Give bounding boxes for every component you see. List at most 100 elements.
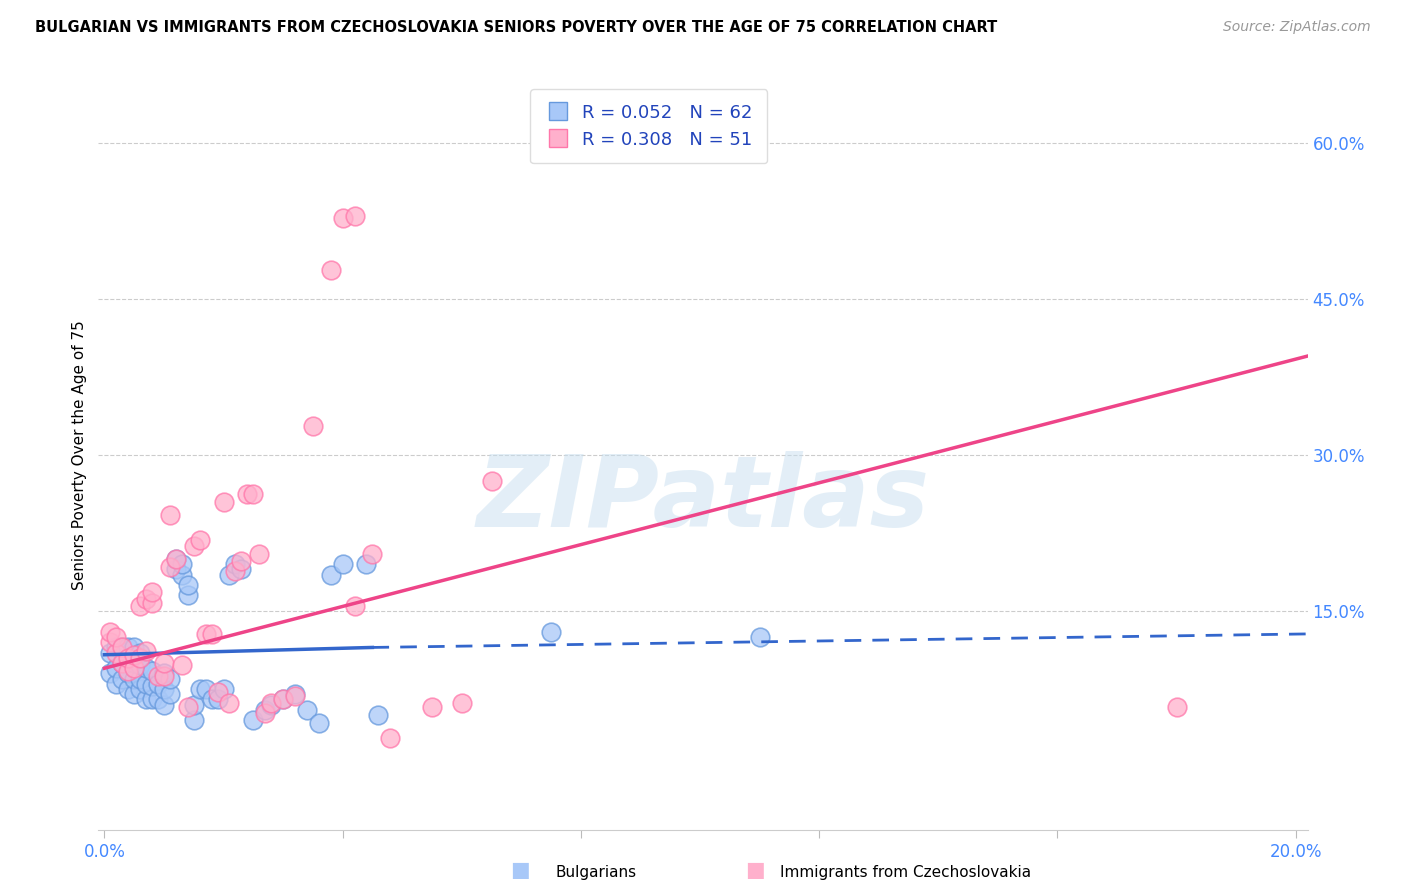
Point <box>170 557 193 572</box>
Point <box>212 494 235 508</box>
Point <box>343 599 366 613</box>
Point <box>1166 699 1188 714</box>
Point <box>159 560 181 574</box>
Point <box>540 624 562 639</box>
Text: BULGARIAN VS IMMIGRANTS FROM CZECHOSLOVAKIA SENIORS POVERTY OVER THE AGE OF 75 C: BULGARIAN VS IMMIGRANTS FROM CZECHOSLOVA… <box>35 20 997 35</box>
Point <box>170 567 193 582</box>
Point <box>159 672 181 686</box>
Point <box>122 656 145 670</box>
Point <box>284 687 307 701</box>
Point <box>129 599 152 613</box>
Point <box>200 627 222 641</box>
Point <box>170 658 193 673</box>
Legend: R = 0.052   N = 62, R = 0.308   N = 51: R = 0.052 N = 62, R = 0.308 N = 51 <box>530 89 768 163</box>
Point <box>117 651 139 665</box>
Point <box>153 656 176 670</box>
Point <box>105 677 128 691</box>
Point <box>332 211 354 225</box>
Point <box>207 685 229 699</box>
Point <box>135 692 157 706</box>
Point <box>481 474 503 488</box>
Point <box>420 699 443 714</box>
Point <box>105 640 128 655</box>
Point <box>111 656 134 670</box>
Point <box>194 627 217 641</box>
Point <box>319 262 342 277</box>
Point <box>98 666 121 681</box>
Point <box>188 682 211 697</box>
Point <box>271 692 294 706</box>
Point <box>153 666 176 681</box>
Point <box>748 630 770 644</box>
Point <box>231 554 253 568</box>
Text: ZIPatlas: ZIPatlas <box>477 451 929 549</box>
Point <box>141 692 163 706</box>
Point <box>165 552 187 566</box>
Point <box>242 487 264 501</box>
Point <box>117 665 139 679</box>
Point <box>183 714 205 728</box>
Point <box>98 624 121 639</box>
Point <box>105 646 128 660</box>
Point <box>129 672 152 686</box>
Point <box>242 714 264 728</box>
Point <box>153 668 176 682</box>
Point <box>129 658 152 673</box>
Point <box>117 682 139 697</box>
Point <box>98 646 121 660</box>
Point <box>177 578 200 592</box>
Point <box>194 682 217 697</box>
Point <box>122 661 145 675</box>
Point <box>224 557 246 572</box>
Point <box>177 699 200 714</box>
Point <box>183 540 205 554</box>
Point <box>141 585 163 599</box>
Point <box>135 661 157 675</box>
Point <box>236 487 259 501</box>
Point <box>295 703 318 717</box>
Point <box>332 557 354 572</box>
Point <box>111 672 134 686</box>
Point <box>165 562 187 576</box>
Point <box>122 687 145 701</box>
Point <box>254 703 277 717</box>
Point <box>284 690 307 704</box>
Point <box>218 567 240 582</box>
Point <box>188 533 211 548</box>
Point <box>343 209 366 223</box>
Point <box>141 679 163 693</box>
Point <box>308 716 330 731</box>
Point <box>271 692 294 706</box>
Point <box>450 696 472 710</box>
Point <box>153 682 176 697</box>
Text: ■: ■ <box>510 860 530 880</box>
Point <box>135 591 157 606</box>
Point <box>159 687 181 701</box>
Text: Source: ZipAtlas.com: Source: ZipAtlas.com <box>1223 20 1371 34</box>
Point <box>361 547 384 561</box>
Point <box>135 643 157 657</box>
Y-axis label: Seniors Poverty Over the Age of 75: Seniors Poverty Over the Age of 75 <box>72 320 87 590</box>
Text: ■: ■ <box>745 860 765 880</box>
Point <box>105 630 128 644</box>
Point <box>129 682 152 697</box>
Point <box>122 648 145 662</box>
Point <box>129 651 152 665</box>
Point <box>111 640 134 655</box>
Point <box>122 672 145 686</box>
Point <box>117 640 139 655</box>
Point <box>129 646 152 660</box>
Point <box>212 682 235 697</box>
Point <box>135 677 157 691</box>
Point <box>200 692 222 706</box>
Point <box>117 666 139 681</box>
Point <box>177 589 200 603</box>
Point <box>146 692 169 706</box>
Point <box>183 698 205 712</box>
Point <box>111 640 134 655</box>
Point <box>302 418 325 433</box>
Point <box>356 557 378 572</box>
Point <box>380 731 402 745</box>
Text: Bulgarians: Bulgarians <box>555 865 637 880</box>
Point <box>141 596 163 610</box>
